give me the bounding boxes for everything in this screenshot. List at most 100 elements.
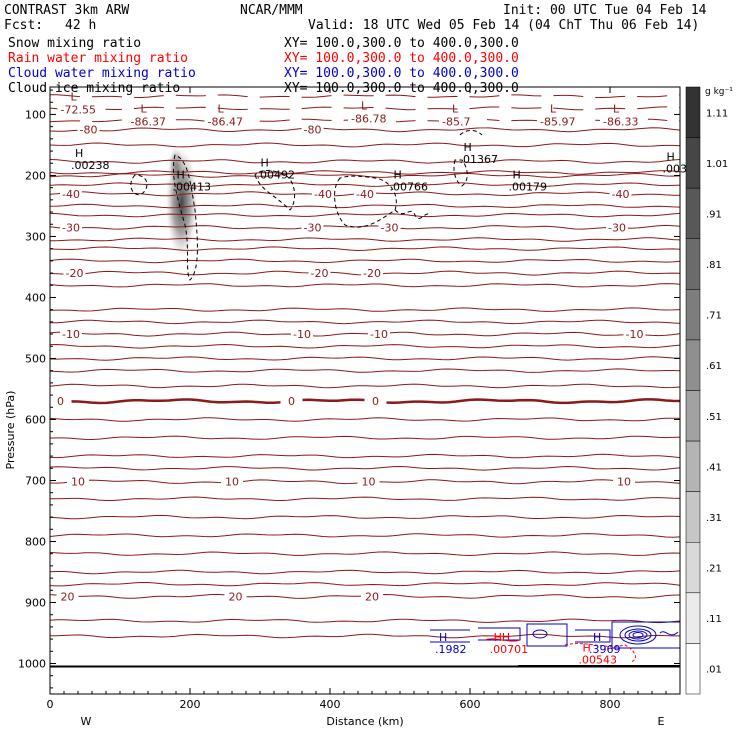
- minimum-value: -85.97: [540, 115, 575, 128]
- contour-label: 20: [61, 590, 75, 603]
- contour-label-bg: [623, 328, 646, 341]
- colorbar-label: .71: [706, 311, 722, 322]
- contour-label-bg: [77, 123, 100, 136]
- cloud-water-contour-core: [632, 632, 644, 638]
- cloud-ice-contour: [459, 130, 483, 136]
- contour-label-bg: [364, 395, 387, 408]
- west-label: W: [81, 715, 92, 728]
- colorbar-label: 1.01: [706, 159, 728, 170]
- cloud-water-contour: [526, 623, 568, 647]
- minimum-value: -86.78: [351, 112, 386, 125]
- rain-contour: [484, 638, 521, 642]
- contour-label-bg: [378, 221, 401, 234]
- colorbar-segment: [685, 86, 701, 138]
- contour-label: -40: [612, 188, 630, 201]
- contour-label-bg: [63, 267, 86, 280]
- contour-label-bg: [308, 267, 331, 280]
- contour-label: -30: [304, 221, 322, 234]
- contour-label: 10: [617, 476, 631, 489]
- x-tick-label: 800: [600, 698, 621, 711]
- y-tick-label: 600: [25, 413, 46, 426]
- model-title: CONTRAST 3km ARW: [4, 3, 129, 18]
- maximum-marker: H: [583, 641, 591, 654]
- colorbar-segment: [685, 643, 701, 695]
- minimum-value: -86.33: [603, 115, 638, 128]
- minimum-value-bg: [204, 115, 253, 128]
- temperature-isotherm-labeled: [50, 159, 680, 164]
- temperature-isotherm: [50, 343, 680, 349]
- temperature-isotherm: [50, 258, 680, 264]
- contour-label: -10: [62, 328, 80, 341]
- contour-label-bg: [606, 221, 628, 234]
- contour-label: -30: [381, 221, 399, 234]
- colorbar-segment: [685, 592, 701, 644]
- x-axis-ticks: 0 200 400 600 800: [47, 87, 667, 711]
- colorbar-label: 1.11: [706, 108, 728, 119]
- colorbar-label: .51: [706, 412, 722, 423]
- temperature-isotherm: [50, 514, 680, 520]
- contour-label: -80: [80, 124, 98, 137]
- minimum-value-bg: [348, 112, 396, 125]
- contour-label-bg: [60, 221, 82, 234]
- rain-contour: [564, 643, 636, 663]
- snow-mixing-ratio-shading: [165, 146, 198, 258]
- colorbar-label: .91: [706, 209, 722, 220]
- contour-label-bg: [60, 328, 82, 341]
- colorbar-segment: [685, 491, 701, 543]
- x-tick-label: 600: [460, 698, 481, 711]
- fcst-value: 42 h: [65, 18, 96, 33]
- contour-label: 10: [362, 476, 376, 489]
- colorbar-segment: [685, 238, 701, 290]
- minimum-value-bg: [439, 115, 487, 128]
- y-tick-label: 1000: [18, 657, 46, 670]
- contour-label: 0: [372, 395, 379, 408]
- contour-label: -10: [370, 328, 388, 341]
- minimum-value: -86.37: [131, 115, 166, 128]
- temperature-isotherm: [50, 465, 680, 471]
- colorbar-label: .41: [706, 462, 722, 473]
- minimum-marker: L: [361, 99, 368, 112]
- contour-labels: -80 -80 -40 -40 -40 -40 -30 -30 -30 -30 -20 -20 -20 -…: [49, 123, 646, 603]
- temperature-isotherm: [50, 633, 680, 639]
- maximum-value: .00492: [257, 168, 296, 181]
- maximum-marker: H: [667, 150, 675, 163]
- field-xy-cloud-water: XY= 100.0,300.0 to 400.0,300.0: [284, 66, 519, 81]
- cloud-water-contour: [575, 629, 611, 643]
- colorbar-segment: [685, 339, 701, 391]
- minimum-value: -86.47: [208, 115, 243, 128]
- contour-label-bg: [354, 187, 376, 200]
- minimum-value-bg: [537, 115, 585, 128]
- field-xy-cloud-ice: XY= 100.0,300.0 to 400.0,300.0: [284, 81, 519, 96]
- maximum-value: .1982: [435, 643, 467, 656]
- temperature-isotherm: [50, 453, 680, 459]
- field-name-cloud-water: Cloud water mixing ratio: [8, 66, 196, 81]
- maximum-value: .00413: [173, 181, 212, 194]
- temperature-isotherm: [50, 533, 680, 538]
- maximum-value: .00238: [71, 159, 110, 172]
- maximum-marker: H: [464, 141, 472, 154]
- contour-label: -40: [356, 188, 374, 201]
- contour-label: -10: [293, 328, 311, 341]
- contour-label: 20: [229, 590, 243, 603]
- temperature-isotherm: [50, 283, 680, 288]
- temperature-isotherm: [50, 551, 680, 557]
- field-xy-rain: XY= 100.0,300.0 to 400.0,300.0: [284, 51, 519, 66]
- minimum-marker: L: [218, 102, 225, 115]
- maximum-marker: H: [261, 156, 269, 169]
- temperature-isotherm: [50, 356, 680, 361]
- maximum-marker: HH: [494, 631, 511, 644]
- colorbar-units: g kg⁻¹: [705, 87, 733, 97]
- cloud-water-contours: [430, 621, 680, 663]
- temperature-isotherm-upper: [50, 106, 680, 111]
- y-tick-label: 400: [25, 291, 46, 304]
- y-tick-label: 500: [25, 352, 46, 365]
- contour-label: -10: [626, 328, 644, 341]
- cloud-ice-contours: [130, 130, 483, 281]
- cloud-water-contour: [659, 631, 679, 636]
- field-name-rain: Rain water mixing ratio: [8, 51, 188, 66]
- contour-label: 10: [225, 476, 239, 489]
- contour-label: -20: [363, 267, 381, 280]
- contour-label: -20: [311, 267, 329, 280]
